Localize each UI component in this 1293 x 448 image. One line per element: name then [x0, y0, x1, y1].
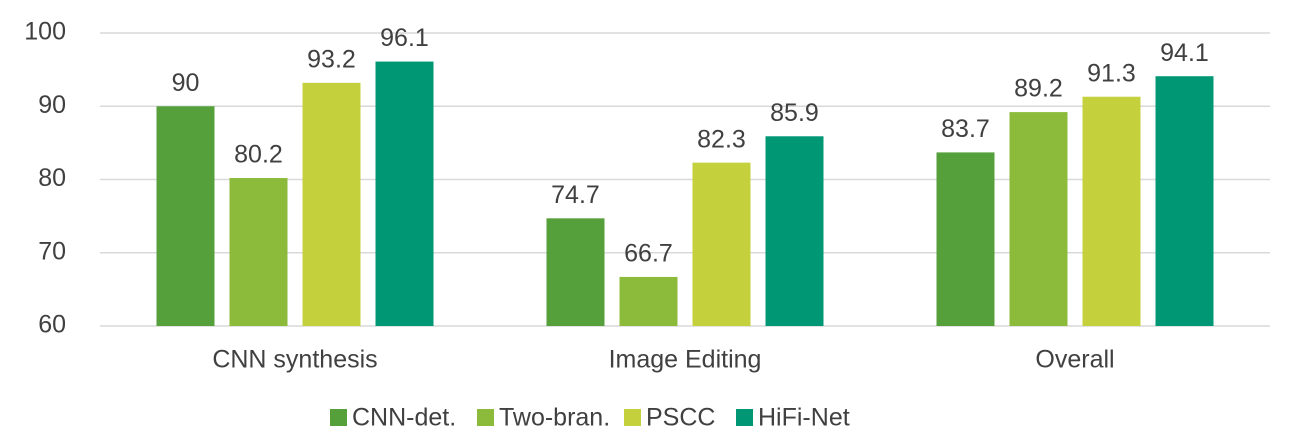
x-tick-label: Image Editing: [609, 346, 762, 374]
bar: [765, 136, 824, 326]
legend-swatch: [736, 409, 753, 426]
value-label: 96.1: [380, 24, 429, 52]
value-label: 82.3: [697, 125, 746, 153]
bar: [229, 178, 288, 326]
legend-swatch: [477, 409, 494, 426]
legend-label: HiFi-Net: [758, 404, 850, 432]
bar: [692, 162, 751, 326]
value-label: 80.2: [234, 141, 283, 169]
value-label: 90: [172, 69, 200, 97]
value-label: 74.7: [551, 181, 600, 209]
y-tick-label: 90: [38, 91, 66, 119]
bar: [302, 82, 361, 326]
bar: [375, 61, 434, 326]
y-tick-label: 100: [24, 18, 66, 46]
bar: [156, 106, 215, 326]
legend-label: Two-bran.: [499, 404, 610, 432]
value-label: 85.9: [770, 99, 819, 127]
value-label: 89.2: [1014, 75, 1063, 103]
x-tick-label: CNN synthesis: [212, 346, 377, 374]
legend-swatch: [624, 409, 641, 426]
legend-swatch: [330, 409, 347, 426]
value-label: 91.3: [1087, 59, 1136, 87]
value-label: 66.7: [624, 240, 673, 268]
bar: [619, 276, 678, 326]
y-tick-label: 80: [38, 164, 66, 192]
bar: [1009, 112, 1068, 326]
y-tick-label: 60: [38, 311, 66, 339]
y-tick-label: 70: [38, 237, 66, 265]
bar: [1155, 76, 1214, 326]
bar: [546, 218, 605, 326]
value-label: 94.1: [1160, 39, 1209, 67]
value-label: 83.7: [941, 115, 990, 143]
x-tick-label: Overall: [1035, 346, 1114, 374]
value-label: 93.2: [307, 45, 356, 73]
bar: [936, 152, 995, 326]
bar: [1082, 96, 1141, 326]
legend-label: CNN-det.: [352, 404, 456, 432]
legend-label: PSCC: [646, 404, 715, 432]
